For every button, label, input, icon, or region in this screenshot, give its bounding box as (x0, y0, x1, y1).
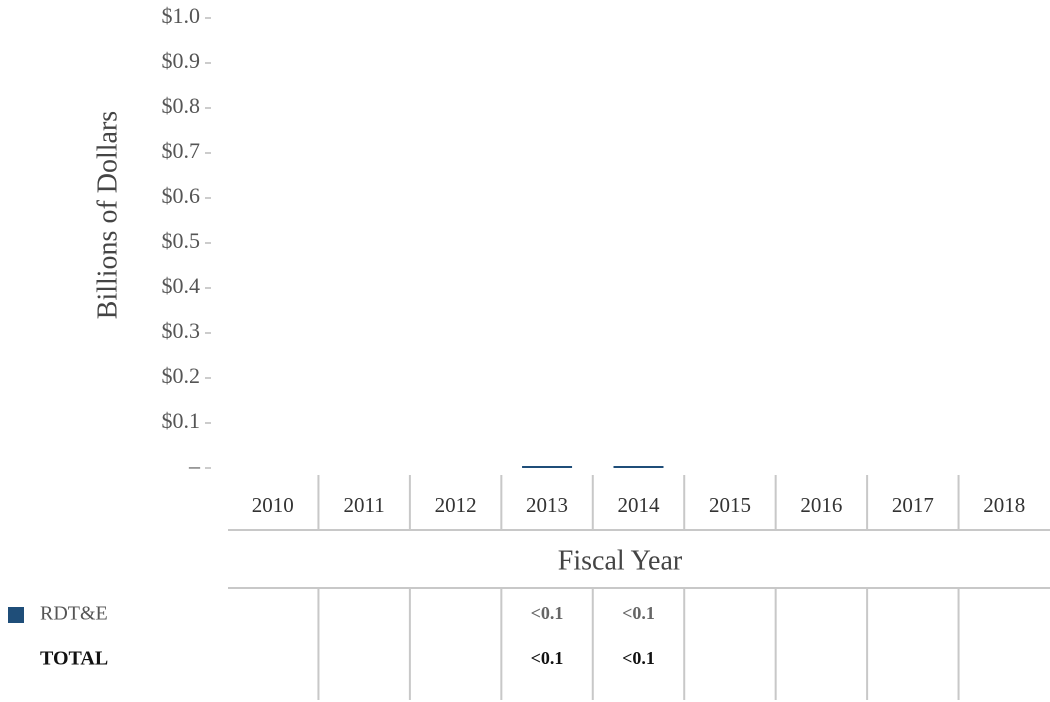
x-tick-label: 2015 (709, 493, 751, 517)
x-tick-label: 2012 (435, 493, 477, 517)
y-axis-title: Billions of Dollars (92, 111, 123, 319)
x-tick-label: 2017 (892, 493, 934, 517)
x-tick-label: 2016 (800, 493, 842, 517)
x-tick-label: 2013 (526, 493, 568, 517)
y-tick-label: $0.9 (162, 48, 201, 73)
y-tick-label: $0.1 (162, 408, 201, 433)
bar (522, 466, 573, 468)
x-tick-label: 2010 (252, 493, 294, 517)
x-tick-label: 2014 (618, 493, 661, 517)
legend-swatch (8, 607, 24, 623)
y-tick-label: $0.2 (162, 363, 201, 388)
bar (613, 466, 664, 468)
x-axis-title: Fiscal Year (558, 545, 683, 576)
legend-label: RDT&E (40, 603, 108, 625)
table-value: <0.1 (531, 603, 564, 623)
y-tick-label: $0.7 (162, 138, 201, 163)
x-tick-label: 2011 (344, 493, 385, 517)
table-value: <0.1 (622, 603, 655, 623)
y-tick-label: $0.8 (162, 93, 201, 118)
total-value: <0.1 (622, 648, 655, 668)
y-tick-label: $0.5 (162, 228, 201, 253)
y-tick-label: – (188, 453, 201, 478)
y-tick-label: $0.4 (162, 273, 201, 298)
y-tick-label: $1.0 (162, 3, 201, 28)
y-tick-label: $0.6 (162, 183, 201, 208)
total-value: <0.1 (531, 648, 564, 668)
total-label: TOTAL (40, 648, 108, 670)
x-tick-label: 2018 (983, 493, 1025, 517)
y-tick-label: $0.3 (162, 318, 201, 343)
